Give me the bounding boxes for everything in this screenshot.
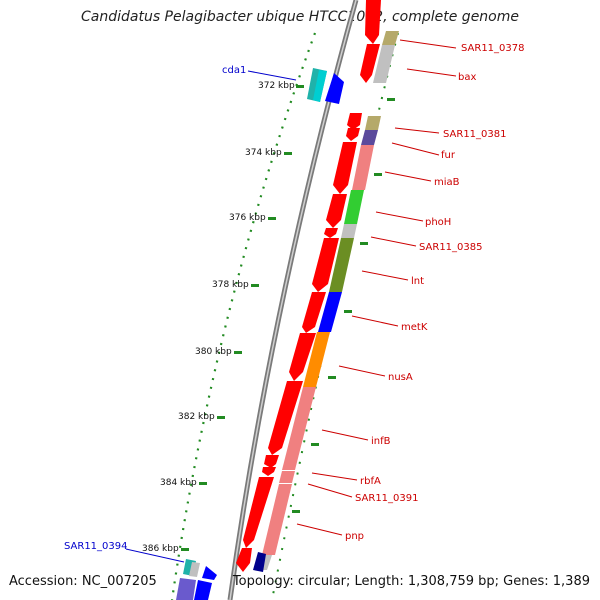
cog-block: [282, 387, 316, 470]
gene-label-miaB: miaB: [434, 177, 460, 188]
gene-arrow-bax: [360, 44, 380, 83]
gene-labels: SAR11_0378 bax cda1 SAR11_0381 fur miaB …: [64, 43, 525, 552]
gene-label-fur: fur: [441, 150, 456, 161]
label-leaders: [125, 39, 457, 563]
cog-block: [279, 471, 295, 483]
leader-line: [307, 483, 353, 498]
leader-line: [125, 548, 185, 563]
gene-label-SAR11_0394: SAR11_0394: [64, 541, 128, 552]
cog-block: [361, 130, 378, 145]
tick-label: 378 kbp: [212, 280, 249, 290]
tick-label: 380 kbp: [195, 347, 232, 357]
cog-block: [303, 332, 330, 387]
leader-line: [296, 523, 343, 536]
cog-block: [382, 31, 399, 45]
outer-dotted-track: [271, 32, 399, 600]
leader-line: [351, 315, 399, 327]
gene-arrow-nusA: [289, 333, 316, 381]
leader-line: [361, 270, 409, 281]
gene-arrow-cda1-b: [313, 70, 327, 102]
leader-line: [370, 236, 417, 247]
leader-line: [384, 171, 432, 182]
tick-label: 384 kbp: [160, 478, 197, 488]
gene-arrow-SAR11_0378: [365, 0, 381, 44]
gene-label-infB: infB: [371, 436, 391, 447]
map-title: Candidatus Pelagibacter ubique HTCC1062,…: [80, 9, 519, 25]
gene-arrow-metK: [302, 292, 326, 333]
gene-label-metK: metK: [401, 322, 428, 333]
gene-arrow-lnt: [312, 238, 339, 292]
gene-label-SAR11_0391: SAR11_0391: [355, 493, 419, 504]
tick-label: 382 kbp: [178, 412, 215, 422]
tick-label: 372 kbp: [258, 81, 295, 91]
leader-line: [247, 70, 297, 81]
gene-arrow-SAR11_0394-e: [194, 580, 212, 600]
cog-block: [352, 145, 374, 190]
forward-genes: [236, 0, 381, 572]
gene-arrow-SAR11_0385: [324, 228, 338, 238]
gene-label-phoH: phoH: [425, 217, 451, 228]
gene-arrow-rbfA: [264, 455, 279, 468]
gene-label-pnp: pnp: [345, 531, 364, 542]
gene-arrow-cda1-c: [325, 73, 344, 104]
leader-line: [406, 68, 457, 77]
tick-label: 386 kbp: [142, 544, 179, 554]
gene-arrow-infB: [268, 381, 303, 455]
gene-arrow-SAR11_0381: [347, 113, 362, 130]
gene-label-nusA: nusA: [388, 372, 413, 383]
cog-block: [341, 224, 357, 238]
gene-label-bax: bax: [458, 72, 476, 83]
leader-line: [394, 127, 440, 134]
leader-line: [338, 365, 386, 377]
gene-arrow-reverse-bottom: [253, 552, 266, 572]
leader-line: [375, 211, 424, 222]
cog-block: [365, 116, 381, 130]
gene-arrow-SAR11_0391: [262, 467, 276, 476]
gene-label-lnt: lnt: [411, 276, 424, 287]
cog-block: [344, 190, 364, 224]
leader-line: [311, 472, 358, 481]
cog-block: [373, 45, 395, 83]
cog-block: [262, 484, 292, 555]
cog-block: [329, 238, 354, 292]
cog-band: [256, 31, 399, 570]
gene-label-SAR11_0378: SAR11_0378: [461, 43, 525, 54]
ruler-dotted-track: [170, 32, 317, 600]
gene-label-SAR11_0381: SAR11_0381: [443, 129, 507, 140]
gene-arrow-SAR11_0394-d: [176, 578, 196, 600]
gene-arrow-fur: [346, 128, 360, 141]
leader-line: [391, 142, 440, 156]
gene-arrow-SAR11_0394-c: [202, 566, 217, 580]
gene-arrow-next: [236, 548, 252, 572]
gene-arrow-pnp: [243, 477, 274, 548]
tick-label: 376 kbp: [229, 213, 266, 223]
gene-label-SAR11_0385: SAR11_0385: [419, 242, 483, 253]
outer-ticks: [292, 98, 395, 513]
gene-arrow-phoH: [326, 194, 347, 228]
cog-block: [318, 292, 342, 332]
gene-label-rbfA: rbfA: [360, 476, 381, 487]
reverse-genes: [176, 68, 344, 600]
gene-arrow-miaB: [333, 142, 357, 194]
leader-line: [399, 39, 457, 49]
tick-label: 374 kbp: [245, 148, 282, 158]
gene-arrow-SAR11_0394-b: [189, 562, 200, 577]
gene-label-cda1: cda1: [222, 65, 246, 76]
tick-marks: [181, 85, 304, 551]
topology-text: Topology: circular; Length: 1,308,759 bp…: [232, 574, 590, 589]
leader-line: [321, 429, 369, 441]
accession-text: Accession: NC_007205: [9, 574, 157, 589]
